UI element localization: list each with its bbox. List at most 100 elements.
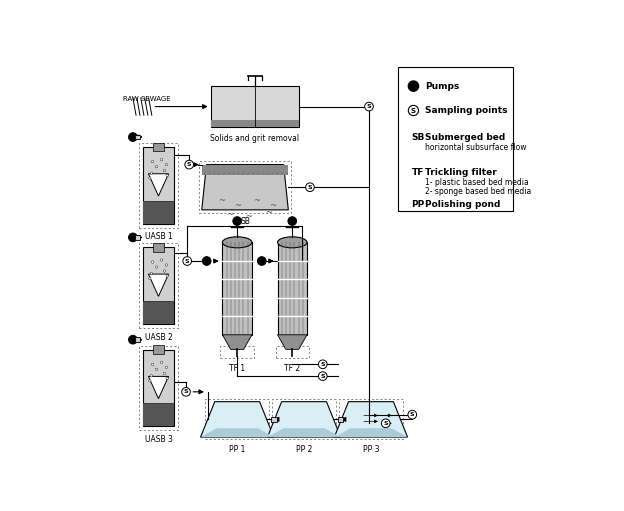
Bar bbox=[143, 403, 174, 426]
Bar bbox=[135, 235, 140, 240]
Ellipse shape bbox=[278, 237, 307, 248]
Circle shape bbox=[150, 375, 153, 377]
Circle shape bbox=[160, 259, 163, 261]
Bar bbox=[154, 345, 163, 354]
Circle shape bbox=[152, 363, 154, 365]
Text: Pumps: Pumps bbox=[425, 82, 459, 90]
Circle shape bbox=[152, 160, 154, 163]
Text: UASB 1: UASB 1 bbox=[145, 233, 172, 241]
Bar bbox=[135, 337, 140, 342]
Circle shape bbox=[163, 270, 165, 272]
Text: Solids and grit removal: Solids and grit removal bbox=[210, 134, 300, 143]
Circle shape bbox=[318, 360, 327, 368]
Text: S: S bbox=[411, 107, 416, 113]
Circle shape bbox=[381, 419, 390, 428]
Text: PP 1: PP 1 bbox=[229, 445, 245, 454]
Bar bbox=[143, 201, 174, 224]
Polygon shape bbox=[149, 377, 168, 399]
Text: ~: ~ bbox=[245, 212, 253, 221]
Text: horizontal subsurface flow: horizontal subsurface flow bbox=[425, 143, 527, 152]
Circle shape bbox=[155, 166, 158, 168]
Text: UASB 2: UASB 2 bbox=[145, 333, 172, 342]
Bar bbox=[143, 301, 174, 324]
Text: S: S bbox=[383, 421, 388, 426]
Text: S: S bbox=[185, 259, 190, 264]
Text: SB: SB bbox=[240, 217, 250, 226]
Bar bbox=[211, 86, 299, 127]
Text: UASB 3: UASB 3 bbox=[145, 435, 172, 444]
Text: ~: ~ bbox=[269, 201, 276, 210]
Polygon shape bbox=[268, 428, 341, 437]
Text: S: S bbox=[183, 389, 188, 394]
Text: Submerged bed: Submerged bed bbox=[425, 133, 505, 142]
Circle shape bbox=[149, 277, 151, 280]
Bar bbox=[271, 417, 276, 422]
Text: ~: ~ bbox=[265, 207, 272, 217]
Polygon shape bbox=[149, 274, 168, 296]
Text: 1- plastic based bed media: 1- plastic based bed media bbox=[425, 178, 529, 188]
Text: TF 2: TF 2 bbox=[284, 363, 300, 373]
Bar bbox=[278, 242, 307, 335]
Bar bbox=[143, 350, 174, 426]
Bar bbox=[154, 143, 163, 151]
Text: SB: SB bbox=[411, 133, 425, 142]
Circle shape bbox=[149, 380, 151, 382]
Circle shape bbox=[165, 164, 167, 166]
Text: PP 2: PP 2 bbox=[296, 445, 312, 454]
Text: TF: TF bbox=[411, 168, 424, 177]
Text: RAW SEWAGE: RAW SEWAGE bbox=[123, 96, 171, 102]
Circle shape bbox=[129, 335, 137, 344]
Text: ~: ~ bbox=[226, 210, 233, 219]
Circle shape bbox=[408, 410, 417, 419]
Text: S: S bbox=[410, 412, 414, 417]
Text: ~: ~ bbox=[253, 196, 260, 205]
Text: Sampling points: Sampling points bbox=[425, 106, 508, 115]
Circle shape bbox=[166, 377, 168, 380]
Circle shape bbox=[152, 261, 154, 263]
Bar bbox=[135, 135, 140, 140]
Circle shape bbox=[166, 275, 168, 277]
Bar bbox=[154, 243, 163, 251]
Bar bbox=[222, 242, 252, 335]
Polygon shape bbox=[268, 402, 341, 437]
Text: PP 3: PP 3 bbox=[363, 445, 379, 454]
Circle shape bbox=[364, 102, 373, 111]
Circle shape bbox=[182, 387, 190, 396]
Circle shape bbox=[163, 170, 165, 172]
Circle shape bbox=[165, 264, 167, 266]
Circle shape bbox=[129, 233, 137, 242]
Circle shape bbox=[408, 105, 419, 115]
Circle shape bbox=[160, 361, 163, 363]
Text: Trickling filter: Trickling filter bbox=[425, 168, 497, 177]
Bar bbox=[202, 165, 288, 175]
Polygon shape bbox=[334, 428, 407, 437]
Circle shape bbox=[155, 266, 158, 268]
Bar bbox=[399, 67, 512, 211]
Circle shape bbox=[183, 257, 192, 265]
Text: PP: PP bbox=[411, 200, 425, 208]
Circle shape bbox=[150, 272, 153, 275]
Polygon shape bbox=[200, 428, 274, 437]
Polygon shape bbox=[149, 174, 168, 196]
Bar bbox=[338, 417, 343, 422]
Text: S: S bbox=[367, 104, 371, 109]
Bar bbox=[143, 247, 174, 324]
Text: S: S bbox=[321, 374, 325, 379]
Circle shape bbox=[306, 183, 314, 192]
Circle shape bbox=[160, 158, 163, 161]
Text: Polishing pond: Polishing pond bbox=[425, 200, 500, 208]
Circle shape bbox=[150, 172, 153, 174]
Circle shape bbox=[155, 368, 158, 370]
Circle shape bbox=[202, 257, 211, 265]
Circle shape bbox=[258, 257, 266, 265]
Circle shape bbox=[163, 372, 165, 375]
Text: S: S bbox=[321, 362, 325, 367]
Text: ~: ~ bbox=[233, 201, 241, 210]
Text: TF 1: TF 1 bbox=[229, 363, 245, 373]
Polygon shape bbox=[334, 402, 407, 437]
Text: ~: ~ bbox=[218, 196, 225, 205]
Circle shape bbox=[185, 160, 193, 169]
Circle shape bbox=[288, 217, 296, 225]
Polygon shape bbox=[278, 335, 307, 350]
Bar bbox=[211, 120, 299, 127]
